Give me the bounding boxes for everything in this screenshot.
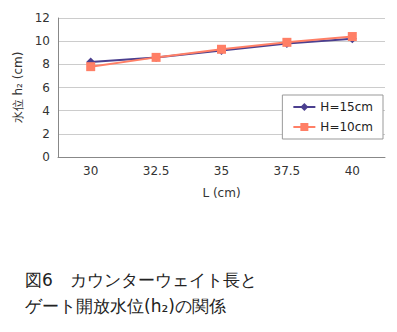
- svg-text:32.5: 32.5: [143, 164, 170, 178]
- svg-text:8: 8: [42, 57, 50, 71]
- svg-text:H=10cm: H=10cm: [320, 120, 373, 134]
- svg-text:H=15cm: H=15cm: [320, 100, 373, 114]
- svg-text:40: 40: [345, 164, 360, 178]
- svg-text:水位 h₂ (cm): 水位 h₂ (cm): [11, 52, 25, 124]
- svg-text:37.5: 37.5: [274, 164, 301, 178]
- svg-text:10: 10: [35, 34, 50, 48]
- svg-text:6: 6: [42, 81, 50, 95]
- svg-text:4: 4: [42, 104, 50, 118]
- svg-text:2: 2: [42, 127, 50, 141]
- svg-text:L (cm): L (cm): [202, 186, 240, 200]
- svg-text:ゲート開放水位(h₂)の関係: ゲート開放水位(h₂)の関係: [25, 296, 226, 316]
- svg-text:0: 0: [42, 150, 50, 164]
- svg-text:図6 カウンターウェイト長と: 図6 カウンターウェイト長と: [25, 270, 257, 290]
- svg-text:12: 12: [35, 11, 50, 25]
- svg-text:35: 35: [214, 164, 229, 178]
- svg-text:30: 30: [83, 164, 98, 178]
